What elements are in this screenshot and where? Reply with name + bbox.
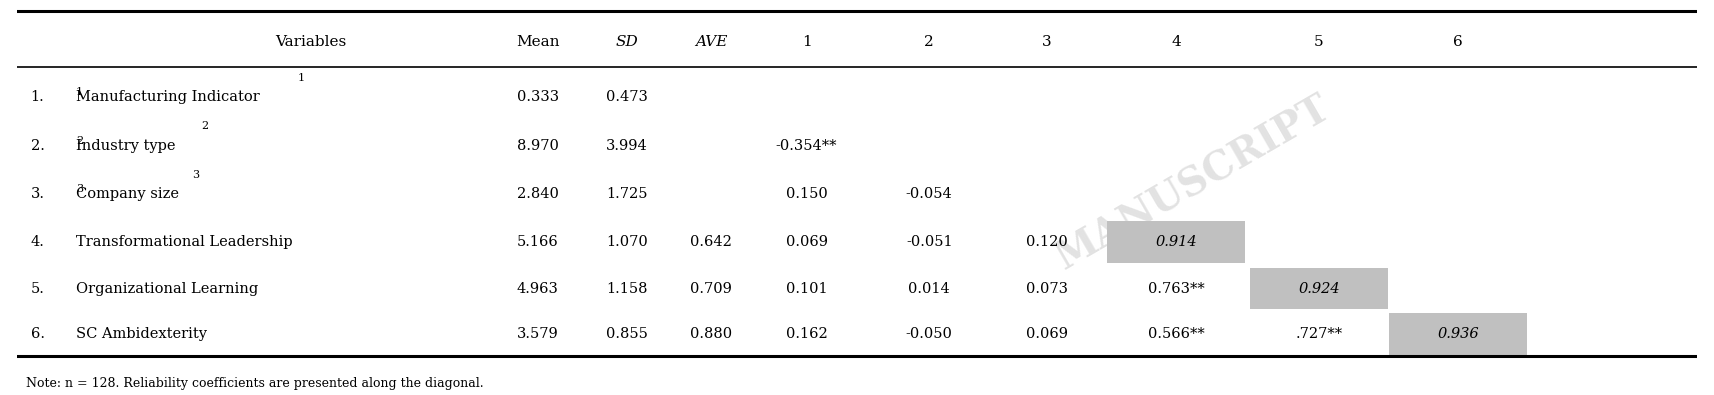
Text: Mean: Mean: [516, 35, 559, 49]
Text: 0.473: 0.473: [607, 90, 648, 104]
Text: Note: n = 128. Reliability coefficients are presented along the diagonal.: Note: n = 128. Reliability coefficients …: [26, 377, 483, 390]
Text: 0.763**: 0.763**: [1148, 282, 1205, 295]
Text: 0.924: 0.924: [1297, 282, 1340, 295]
Text: Industry type: Industry type: [75, 139, 175, 153]
Text: 1.070: 1.070: [607, 235, 648, 249]
Text: 0.073: 0.073: [1025, 282, 1068, 295]
Text: 0.333: 0.333: [518, 90, 559, 104]
Text: 3: 3: [192, 170, 199, 180]
Text: 0.709: 0.709: [691, 282, 732, 295]
Text: 1: 1: [298, 73, 305, 83]
Text: 8.970: 8.970: [518, 139, 559, 153]
Text: 2.: 2.: [31, 139, 45, 153]
Text: 2: 2: [202, 121, 209, 131]
Text: 3.994: 3.994: [607, 139, 648, 153]
Text: 1: 1: [75, 87, 82, 98]
Text: -0.054: -0.054: [907, 188, 953, 201]
Text: 1.725: 1.725: [607, 188, 648, 201]
Text: 5.166: 5.166: [518, 235, 559, 249]
Text: 0.150: 0.150: [785, 188, 828, 201]
Text: MANUSCRIPT: MANUSCRIPT: [1049, 90, 1337, 278]
Text: 0.101: 0.101: [785, 282, 828, 295]
Bar: [1390, 313, 1527, 355]
Text: AVE: AVE: [694, 35, 727, 49]
Bar: [1107, 221, 1244, 263]
Text: -0.050: -0.050: [905, 327, 953, 341]
Text: Company size: Company size: [75, 188, 178, 201]
Text: 2: 2: [924, 35, 934, 49]
Text: -0.051: -0.051: [907, 235, 953, 249]
Text: 0.069: 0.069: [785, 235, 828, 249]
Text: 5.: 5.: [31, 282, 45, 295]
Text: 0.880: 0.880: [689, 327, 732, 341]
Text: 2.840: 2.840: [518, 188, 559, 201]
Text: -0.354**: -0.354**: [776, 139, 838, 153]
Text: 0.642: 0.642: [691, 235, 732, 249]
Text: 2: 2: [75, 136, 82, 146]
Text: 1.158: 1.158: [607, 282, 648, 295]
Text: .727**: .727**: [1296, 327, 1342, 341]
Text: 0.855: 0.855: [607, 327, 648, 341]
Text: 3: 3: [75, 184, 82, 194]
Text: 4.: 4.: [31, 235, 45, 249]
Text: 5: 5: [1315, 35, 1323, 49]
Text: 0.914: 0.914: [1155, 235, 1196, 249]
Text: 6: 6: [1453, 35, 1464, 49]
Text: 0.566**: 0.566**: [1148, 327, 1205, 341]
Text: 3.: 3.: [31, 188, 45, 201]
Text: 0.162: 0.162: [785, 327, 828, 341]
Text: 4.963: 4.963: [518, 282, 559, 295]
Text: 0.069: 0.069: [1025, 327, 1068, 341]
Text: 3.579: 3.579: [518, 327, 559, 341]
Text: 0.014: 0.014: [908, 282, 950, 295]
Text: 1: 1: [802, 35, 811, 49]
Bar: [1250, 268, 1388, 309]
Text: Organizational Learning: Organizational Learning: [75, 282, 259, 295]
Text: 1.: 1.: [31, 90, 45, 104]
Text: 0.120: 0.120: [1027, 235, 1068, 249]
Text: Manufacturing Indicator: Manufacturing Indicator: [75, 90, 261, 104]
Text: 0.936: 0.936: [1438, 327, 1479, 341]
Text: Transformational Leadership: Transformational Leadership: [75, 235, 293, 249]
Text: Variables: Variables: [276, 35, 346, 49]
Text: 3: 3: [1042, 35, 1052, 49]
Text: 6.: 6.: [31, 327, 45, 341]
Text: SD: SD: [615, 35, 638, 49]
Text: 4: 4: [1171, 35, 1181, 49]
Text: SC Ambidexterity: SC Ambidexterity: [75, 327, 207, 341]
